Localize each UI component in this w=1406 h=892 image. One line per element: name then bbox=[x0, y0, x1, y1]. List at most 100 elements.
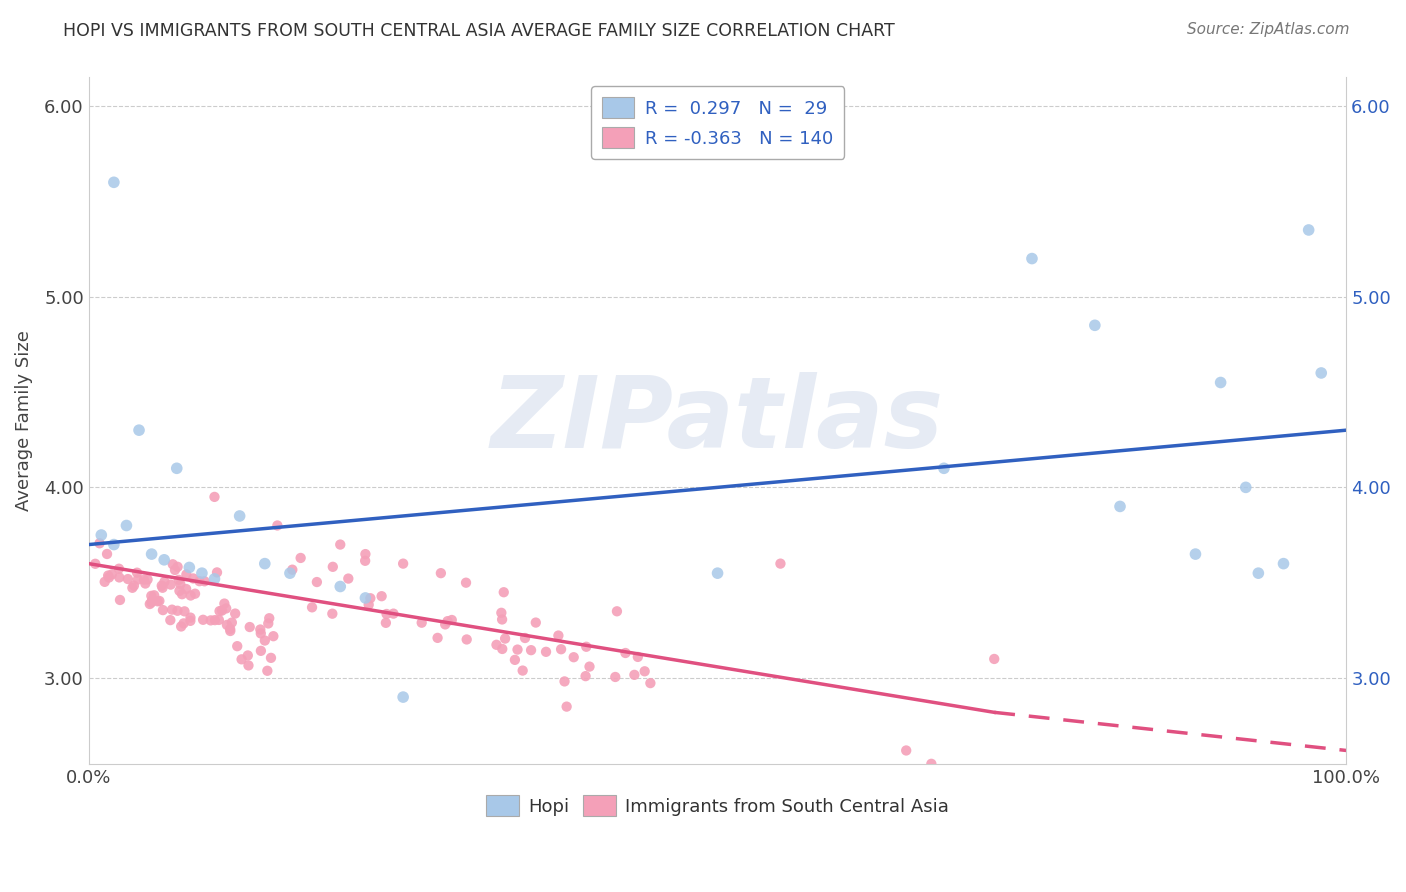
Point bbox=[163, 563, 186, 577]
Text: ZIPatlas: ZIPatlas bbox=[491, 372, 943, 469]
Point bbox=[141, 547, 163, 561]
Point bbox=[103, 175, 125, 189]
Point bbox=[555, 699, 578, 714]
Point bbox=[290, 551, 312, 566]
Point bbox=[204, 490, 226, 504]
Legend: Hopi, Immigrants from South Central Asia: Hopi, Immigrants from South Central Asia bbox=[479, 789, 956, 823]
Point bbox=[173, 616, 195, 631]
Point bbox=[329, 580, 352, 594]
Point bbox=[1298, 223, 1320, 237]
Point bbox=[166, 604, 188, 618]
Point bbox=[176, 567, 198, 582]
Point bbox=[108, 593, 131, 607]
Point bbox=[139, 597, 162, 611]
Text: HOPI VS IMMIGRANTS FROM SOUTH CENTRAL ASIA AVERAGE FAMILY SIZE CORRELATION CHART: HOPI VS IMMIGRANTS FROM SOUTH CENTRAL AS… bbox=[63, 22, 896, 40]
Point bbox=[554, 674, 576, 689]
Point bbox=[193, 574, 215, 589]
Point bbox=[503, 653, 526, 667]
Point bbox=[491, 642, 513, 657]
Point bbox=[281, 563, 304, 577]
Point bbox=[224, 607, 246, 621]
Point bbox=[382, 607, 405, 621]
Point bbox=[170, 587, 193, 601]
Point bbox=[1247, 566, 1270, 581]
Point bbox=[492, 585, 515, 599]
Point bbox=[204, 613, 226, 627]
Point bbox=[191, 613, 214, 627]
Point bbox=[634, 665, 657, 679]
Point bbox=[932, 461, 955, 475]
Point bbox=[434, 617, 457, 632]
Point bbox=[208, 604, 231, 618]
Point bbox=[375, 607, 398, 621]
Point bbox=[257, 616, 280, 631]
Point bbox=[214, 597, 236, 611]
Point bbox=[97, 570, 120, 584]
Point bbox=[920, 756, 942, 771]
Point bbox=[97, 568, 120, 582]
Point bbox=[706, 566, 728, 581]
Point bbox=[359, 591, 381, 606]
Point bbox=[159, 613, 181, 627]
Point bbox=[169, 577, 191, 591]
Point bbox=[103, 537, 125, 551]
Point bbox=[200, 613, 222, 627]
Point bbox=[354, 554, 377, 568]
Point bbox=[191, 566, 214, 581]
Point bbox=[550, 642, 572, 657]
Point bbox=[239, 620, 262, 634]
Point bbox=[575, 640, 598, 654]
Point bbox=[128, 423, 150, 437]
Point bbox=[321, 607, 343, 621]
Point bbox=[179, 614, 201, 628]
Point bbox=[153, 574, 176, 589]
Point bbox=[250, 644, 273, 658]
Point bbox=[605, 670, 627, 684]
Point bbox=[125, 566, 148, 580]
Point bbox=[228, 508, 250, 523]
Point bbox=[374, 615, 396, 630]
Point bbox=[179, 610, 201, 624]
Point bbox=[215, 618, 238, 632]
Point bbox=[370, 589, 392, 603]
Point bbox=[562, 650, 585, 665]
Point bbox=[146, 594, 169, 608]
Point bbox=[357, 598, 380, 612]
Point bbox=[108, 570, 131, 584]
Point bbox=[215, 601, 238, 615]
Point bbox=[623, 668, 645, 682]
Point bbox=[411, 615, 433, 630]
Point bbox=[96, 547, 118, 561]
Point bbox=[578, 659, 600, 673]
Point bbox=[93, 574, 115, 589]
Point bbox=[512, 664, 534, 678]
Point bbox=[188, 574, 211, 589]
Point bbox=[132, 573, 155, 587]
Point bbox=[121, 581, 143, 595]
Point bbox=[166, 559, 188, 574]
Point bbox=[141, 593, 163, 607]
Y-axis label: Average Family Size: Average Family Size bbox=[15, 330, 32, 511]
Point bbox=[262, 629, 284, 643]
Point bbox=[152, 603, 174, 617]
Point bbox=[226, 639, 249, 653]
Point bbox=[162, 558, 184, 572]
Point bbox=[430, 566, 453, 581]
Point bbox=[506, 642, 529, 657]
Point bbox=[983, 652, 1005, 666]
Point bbox=[491, 606, 513, 620]
Point bbox=[301, 600, 323, 615]
Point bbox=[89, 536, 111, 550]
Point bbox=[90, 528, 112, 542]
Point bbox=[329, 537, 352, 551]
Point bbox=[259, 611, 281, 625]
Point bbox=[117, 572, 139, 586]
Point bbox=[1084, 318, 1107, 333]
Point bbox=[166, 461, 188, 475]
Point bbox=[181, 571, 204, 585]
Point bbox=[1209, 376, 1232, 390]
Point bbox=[426, 631, 449, 645]
Point bbox=[305, 575, 328, 590]
Point bbox=[520, 643, 543, 657]
Point bbox=[1184, 547, 1206, 561]
